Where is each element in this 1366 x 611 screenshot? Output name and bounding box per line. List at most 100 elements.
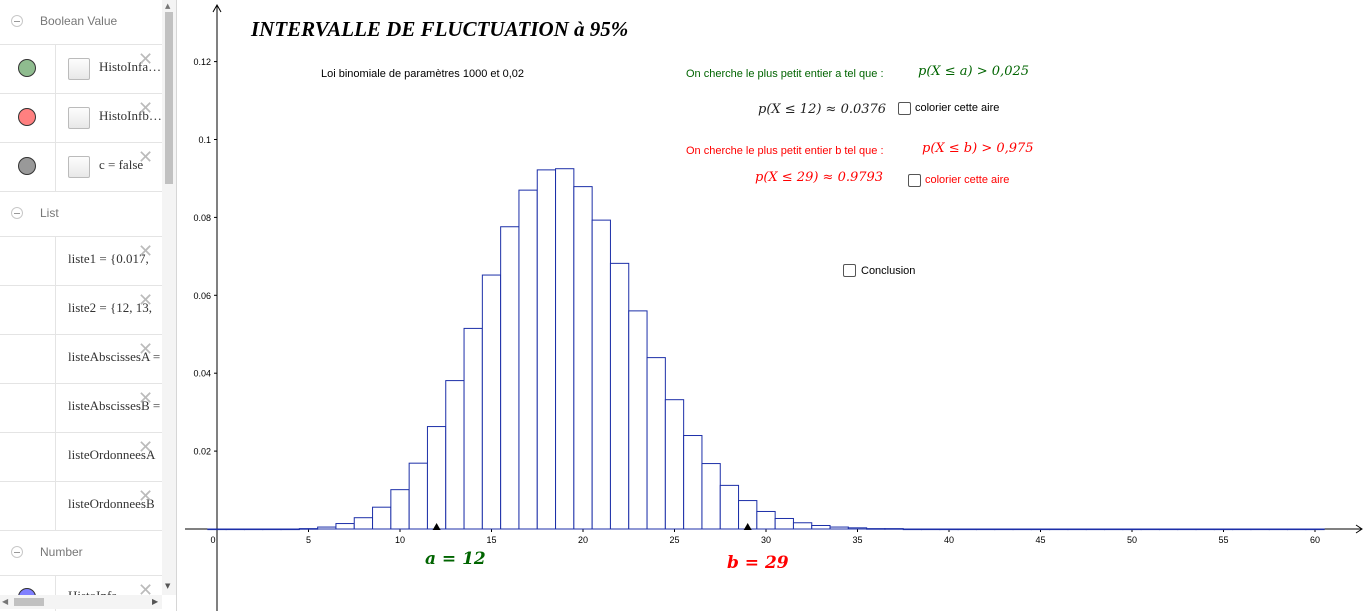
histogram-bar [866,528,886,530]
boolean-checkbox[interactable] [68,107,90,129]
histogram-bar [1250,528,1270,531]
x-tick-label: 55 [1218,535,1228,545]
histogram-bar [1305,528,1325,531]
search-b-text: On cherche le plus petit entier b tel qu… [686,145,884,157]
histogram-bar [756,510,776,530]
histogram-bar [335,523,355,530]
y-axis-arrow-icon [212,3,222,13]
histogram-bar [957,528,977,531]
histogram-bar [426,426,447,530]
algebra-row-histoinfb[interactable]: HistoInfb… ✕ [0,94,162,143]
category-list[interactable]: List [0,192,162,237]
algebra-row-liste2[interactable]: liste2 = {12, 13, ✕ [0,286,162,335]
color-area-a-label[interactable]: colorier cette aire [915,102,1000,114]
histogram-bar [1122,528,1142,531]
horizontal-scrollbar[interactable]: ◀ ▶ [0,595,162,609]
algebra-view: Boolean Value HistoInfa… ✕ HistoInfb… ✕ … [0,0,177,611]
scroll-right-icon[interactable]: ▶ [152,597,159,606]
scroll-down-icon[interactable]: ▼ [165,582,171,590]
conclusion-checkbox[interactable] [843,264,856,277]
histogram-bar [1030,528,1051,531]
x-tick-label: 25 [669,535,679,545]
y-tick-label: 0.02 [193,447,211,457]
algebra-row-c[interactable]: c = false ✕ [0,143,162,192]
visibility-toggle[interactable] [0,433,56,481]
search-b-formula: p(X ≤ b) > 0,975 [922,141,1034,156]
algebra-item-text[interactable]: c = false [99,157,144,172]
category-boolean-value[interactable]: Boolean Value [0,0,162,45]
algebra-item-text[interactable]: listeOrdonneesB [68,496,155,511]
histogram-bar [1085,528,1106,531]
scrollbar-thumb[interactable] [14,598,44,606]
scroll-up-icon[interactable]: ▲ [165,2,171,10]
x-tick-label: 35 [852,535,862,545]
algebra-row-listeabscissesa[interactable]: listeAbscissesA = ✕ [0,335,162,384]
histogram-bar [463,327,483,530]
histogram-bar [500,226,520,530]
marble-icon[interactable] [18,59,36,77]
scrollbar-thumb[interactable] [165,12,173,184]
graphics-view[interactable]: 0.02 0.04 0.06 0.08 0.1 0.12 0 5 10 15 20 25 30 35 40 4… [176,0,1366,611]
marker-b-icon [743,523,752,530]
delete-icon[interactable]: ✕ [138,339,154,360]
visibility-toggle[interactable] [0,286,56,334]
category-number[interactable]: Number [0,531,162,576]
category-label: Boolean Value [40,14,118,28]
delete-icon[interactable]: ✕ [138,290,154,311]
collapse-icon[interactable] [11,15,23,27]
vertical-scrollbar[interactable]: ▲ ▼ [162,0,176,595]
boolean-checkbox[interactable] [68,156,90,178]
delete-icon[interactable]: ✕ [138,49,154,70]
delete-icon[interactable]: ✕ [138,486,154,507]
histogram-bar [994,528,1014,531]
visibility-toggle[interactable] [0,482,56,530]
algebra-item-text[interactable]: listeAbscissesA = [68,349,161,364]
color-area-b-checkbox[interactable] [908,174,921,187]
boolean-checkbox[interactable] [68,58,90,80]
histogram-bar [902,528,923,531]
label-b: b = 29 [727,553,789,573]
algebra-row-liste1[interactable]: liste1 = {0.017, ✕ [0,237,162,286]
visibility-toggle[interactable] [0,94,56,142]
collapse-icon[interactable] [11,546,23,558]
algebra-row-listeordonneesb[interactable]: listeOrdonneesB ✕ [0,482,162,531]
y-tick-label: 0.06 [193,291,211,301]
law-text: Loi binomiale de paramètres 1000 et 0,02 [321,68,525,80]
visibility-toggle[interactable] [0,384,56,432]
marble-icon[interactable] [18,108,36,126]
visibility-toggle[interactable] [0,143,56,191]
delete-icon[interactable]: ✕ [138,147,154,168]
scroll-left-icon[interactable]: ◀ [2,597,9,606]
algebra-item-text[interactable]: liste1 = {0.017, [68,251,149,266]
visibility-toggle[interactable] [0,237,56,285]
search-a-text: On cherche le plus petit entier a tel qu… [686,68,884,80]
search-a-formula: p(X ≤ a) > 0,025 [918,64,1030,79]
histogram-bar [664,399,685,530]
algebra-item-text[interactable]: liste2 = {12, 13, [68,300,152,315]
algebra-item-text[interactable]: listeAbscissesB = [68,398,161,413]
visibility-toggle[interactable] [0,45,56,93]
histogram-bar [591,219,611,530]
histogram-bar [262,528,282,531]
delete-icon[interactable]: ✕ [138,437,154,458]
conclusion-label[interactable]: Conclusion [861,265,916,277]
x-tick-label: 15 [486,535,496,545]
algebra-item-text[interactable]: listeOrdonneesA [68,447,156,462]
delete-icon[interactable]: ✕ [138,98,154,119]
histogram-bar [555,168,575,530]
x-tick-label: 20 [578,535,588,545]
algebra-row-listeabscissesb[interactable]: listeAbscissesB = ✕ [0,384,162,433]
algebra-item-text[interactable]: HistoInfa… [99,59,161,74]
delete-icon[interactable]: ✕ [138,388,154,409]
histogram-bar [372,506,392,530]
algebra-item-text[interactable]: HistoInfb… [99,108,161,123]
marble-icon[interactable] [18,157,36,175]
algebra-row-listeordonneesa[interactable]: listeOrdonneesA ✕ [0,433,162,482]
color-area-b-label[interactable]: colorier cette aire [925,174,1010,186]
delete-icon[interactable]: ✕ [138,241,154,262]
algebra-row-histoinfa[interactable]: HistoInfa… ✕ [0,45,162,94]
color-area-a-checkbox[interactable] [898,102,911,115]
collapse-icon[interactable] [11,207,23,219]
visibility-toggle[interactable] [0,335,56,383]
histogram-bar [317,526,337,530]
